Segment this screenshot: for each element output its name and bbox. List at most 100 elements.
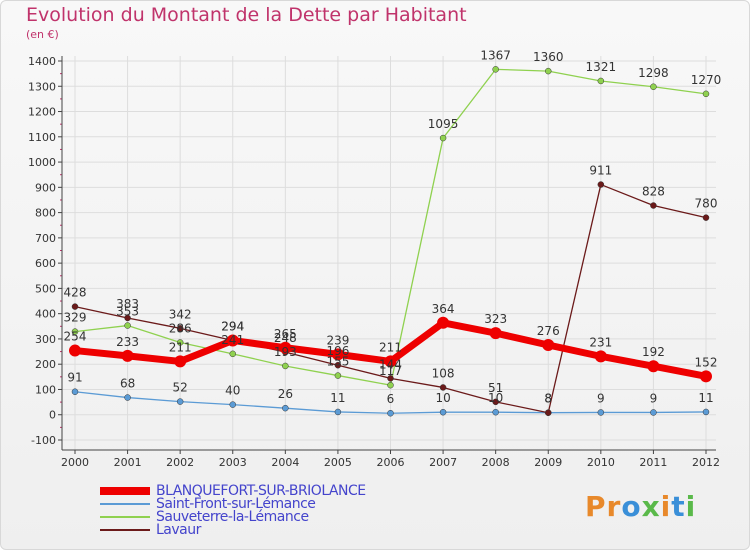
- x-tick-label: 2007: [429, 456, 457, 469]
- data-point-saint-front-sur-l-mance: [492, 408, 499, 416]
- data-point-saint-front-sur-l-mance: [71, 388, 79, 395]
- x-tick-label: 2009: [534, 456, 562, 469]
- logo-letter: t: [671, 490, 686, 523]
- data-point-sauveterre-la-l-mance: [334, 372, 342, 379]
- data-point-sauveterre-la-l-mance: [439, 134, 447, 142]
- logo-letter: x: [641, 490, 661, 523]
- y-tick-label: 1100: [28, 131, 56, 144]
- x-tick-label: 2012: [692, 456, 720, 469]
- data-label-saint-front-sur-l-mance: 52: [173, 381, 188, 395]
- data-label-saint-front-sur-l-mance: 26: [278, 387, 293, 401]
- y-tick-label: 600: [35, 257, 56, 270]
- legend-label: BLANQUEFORT-SUR-BRIOLANCE: [156, 483, 366, 499]
- data-label-sauveterre-la-l-mance: 1367: [480, 48, 511, 62]
- data-label-saint-front-sur-l-mance: 68: [120, 377, 135, 391]
- x-tick-label: 2002: [166, 456, 194, 469]
- data-point-saint-front-sur-l-mance: [597, 409, 605, 416]
- data-point-lavaur: [492, 398, 499, 406]
- y-tick-label: 1200: [28, 106, 56, 119]
- data-point-sauveterre-la-l-mance: [176, 339, 184, 346]
- data-label-blanquefort-sur-briolance: 192: [642, 345, 665, 359]
- data-point-blanquefort-sur-briolance: [384, 355, 397, 368]
- data-label-saint-front-sur-l-mance: 11: [698, 391, 713, 405]
- data-point-sauveterre-la-l-mance: [71, 328, 79, 335]
- data-label-lavaur: 108: [432, 366, 455, 380]
- data-label-sauveterre-la-l-mance: 1270: [691, 73, 722, 87]
- data-point-lavaur: [334, 361, 342, 369]
- data-point-sauveterre-la-l-mance: [387, 381, 394, 389]
- logo-letter: P: [585, 490, 607, 523]
- data-point-saint-front-sur-l-mance: [229, 401, 236, 408]
- data-label-blanquefort-sur-briolance: 211: [169, 340, 192, 354]
- data-label-lavaur: 911: [589, 164, 612, 178]
- data-point-sauveterre-la-l-mance: [597, 77, 605, 85]
- data-point-sauveterre-la-l-mance: [545, 67, 552, 75]
- grid-layer: [62, 56, 716, 450]
- data-label-sauveterre-la-l-mance: 1095: [428, 117, 459, 131]
- x-tick-label: 2005: [324, 456, 352, 469]
- data-label-sauveterre-la-l-mance: 241: [221, 333, 244, 347]
- data-label-sauveterre-la-l-mance: 353: [116, 305, 139, 319]
- y-tick-label: 0: [49, 409, 56, 422]
- data-label-lavaur: 248: [274, 331, 297, 345]
- data-label-blanquefort-sur-briolance: 364: [432, 302, 455, 316]
- data-point-lavaur: [650, 202, 657, 209]
- data-point-saint-front-sur-l-mance: [282, 404, 289, 412]
- data-point-saint-front-sur-l-mance: [334, 408, 342, 416]
- data-point-blanquefort-sur-briolance: [437, 316, 450, 329]
- x-tick-label: 2008: [482, 456, 510, 469]
- logo-letter: o: [621, 490, 642, 523]
- y-tick-label: 200: [35, 358, 56, 371]
- data-label-lavaur: 51: [488, 381, 503, 395]
- x-tick-label: 2001: [114, 456, 142, 469]
- data-label-saint-front-sur-l-mance: 40: [225, 384, 240, 398]
- data-label-sauveterre-la-l-mance: 1360: [533, 50, 564, 64]
- y-tick-label: 300: [35, 333, 56, 346]
- data-point-sauveterre-la-l-mance: [229, 350, 236, 358]
- legend-label: Saint-Front-sur-Lémance: [156, 496, 316, 512]
- data-label-lavaur: 342: [169, 307, 192, 321]
- legend-swatch: [100, 487, 150, 495]
- logo-letter: i: [685, 490, 697, 523]
- x-tick-label: 2006: [377, 456, 405, 469]
- data-label-sauveterre-la-l-mance: 155: [326, 355, 349, 369]
- data-label-saint-front-sur-l-mance: 6: [387, 392, 395, 406]
- legend-item-blanquefort-sur-briolance: BLANQUEFORT-SUR-BRIOLANCE: [100, 483, 420, 499]
- data-point-blanquefort-sur-briolance: [489, 327, 502, 340]
- data-point-blanquefort-sur-briolance: [647, 360, 660, 373]
- y-tick-label: 500: [35, 282, 56, 295]
- data-point-lavaur: [597, 181, 605, 188]
- legend-swatch: [100, 503, 150, 505]
- data-point-blanquefort-sur-briolance: [279, 341, 292, 354]
- data-label-lavaur: 196: [326, 344, 349, 358]
- y-unit-label: (en €): [26, 28, 59, 41]
- data-point-blanquefort-sur-briolance: [121, 349, 134, 362]
- legend-item-sauveterre-la-l-mance: Sauveterre-la-Lémance: [100, 509, 420, 525]
- x-tick-label: 2000: [61, 456, 89, 469]
- x-tick-label: 2004: [271, 456, 299, 469]
- x-tick-label: 2003: [219, 456, 247, 469]
- data-label-lavaur: 828: [642, 185, 665, 199]
- data-point-sauveterre-la-l-mance: [650, 83, 657, 91]
- legend-label: Sauveterre-la-Lémance: [156, 509, 309, 525]
- data-label-saint-front-sur-l-mance: 10: [435, 391, 450, 405]
- proxiti-logo: Proxiti: [585, 490, 696, 523]
- data-label-sauveterre-la-l-mance: 329: [64, 311, 87, 325]
- data-label-lavaur: 428: [64, 286, 87, 300]
- data-point-lavaur: [702, 214, 710, 221]
- data-point-saint-front-sur-l-mance: [650, 409, 657, 416]
- data-point-saint-front-sur-l-mance: [124, 394, 131, 401]
- data-label-saint-front-sur-l-mance: 91: [67, 371, 82, 385]
- data-label-saint-front-sur-l-mance: 11: [330, 391, 345, 405]
- data-point-lavaur: [439, 384, 447, 391]
- x-tick-label: 2010: [587, 456, 615, 469]
- legend-item-lavaur: Lavaur: [100, 522, 420, 538]
- logo-letter: i: [660, 490, 672, 523]
- data-label-lavaur: 383: [116, 297, 139, 311]
- data-label-saint-front-sur-l-mance: 8: [544, 392, 552, 406]
- data-label-sauveterre-la-l-mance: 193: [274, 345, 297, 359]
- data-label-blanquefort-sur-briolance: 294: [221, 319, 244, 333]
- data-label-lavaur: 8: [544, 392, 552, 406]
